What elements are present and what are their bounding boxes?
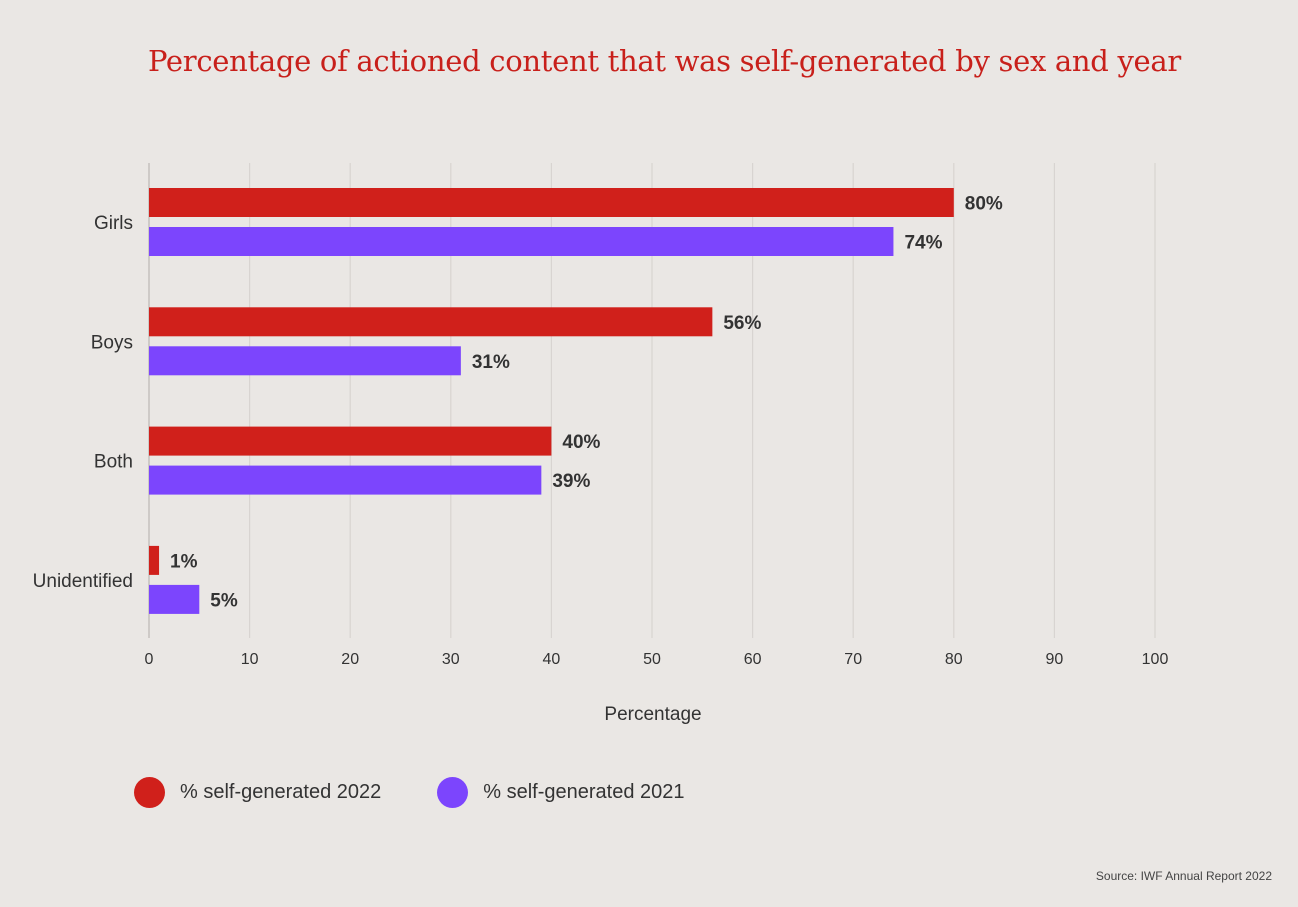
data-label: 74% <box>904 233 942 254</box>
legend-swatch-2021 <box>437 777 469 808</box>
chart-title: Percentage of actioned content that was … <box>148 44 1181 78</box>
bar-girls-2021 <box>149 227 894 256</box>
x-tick-label: 90 <box>1046 651 1064 668</box>
x-tick-label: 10 <box>241 651 259 668</box>
category-label: Unidentified <box>33 571 133 592</box>
x-tick-label: 0 <box>145 651 154 668</box>
bar-boys-2021 <box>149 346 461 376</box>
bar-unidentified-2021 <box>149 584 200 614</box>
bars <box>149 188 954 614</box>
data-label: 1% <box>170 551 198 572</box>
bar-girls-2022 <box>149 188 954 217</box>
category-label: Girls <box>94 213 133 234</box>
bar-boys-2022 <box>149 307 713 337</box>
bar-both-2022 <box>149 426 552 456</box>
legend-item-2022: % self-generated 2022 <box>134 777 381 808</box>
data-label: 56% <box>723 313 761 334</box>
category-label: Both <box>94 452 133 473</box>
legend-swatch-2022 <box>134 777 165 808</box>
x-tick-label: 50 <box>643 651 661 668</box>
bar-unidentified-2022 <box>149 545 160 575</box>
x-tick-label: 60 <box>744 651 762 668</box>
x-axis-title: Percentage <box>604 704 701 725</box>
data-label: 31% <box>472 352 510 373</box>
x-tick-label: 30 <box>442 651 460 668</box>
x-tick-label: 80 <box>945 651 963 668</box>
data-label: 5% <box>210 590 238 611</box>
x-tick-label: 70 <box>844 651 862 668</box>
data-label: 40% <box>562 432 600 453</box>
x-tick-label: 40 <box>543 651 561 668</box>
source-note: Source: IWF Annual Report 2022 <box>1095 869 1272 883</box>
labels: 0 10 20 30 40 50 60 70 80 90 100 Girls 80% 74% Boys 56%… <box>33 194 1169 669</box>
bar-both-2021 <box>149 465 542 495</box>
legend-label-2022: % self-generated 2022 <box>180 781 382 803</box>
legend-item-2021: % self-generated 2021 <box>437 777 685 808</box>
x-tick-label: 20 <box>341 651 359 668</box>
data-label: 80% <box>965 194 1003 215</box>
legend: % self-generated 2022 % self-generated 2… <box>134 777 741 808</box>
legend-label-2021: % self-generated 2021 <box>483 781 685 803</box>
data-label: 39% <box>552 471 590 492</box>
category-label: Boys <box>91 332 133 353</box>
x-tick-label: 100 <box>1142 651 1169 668</box>
